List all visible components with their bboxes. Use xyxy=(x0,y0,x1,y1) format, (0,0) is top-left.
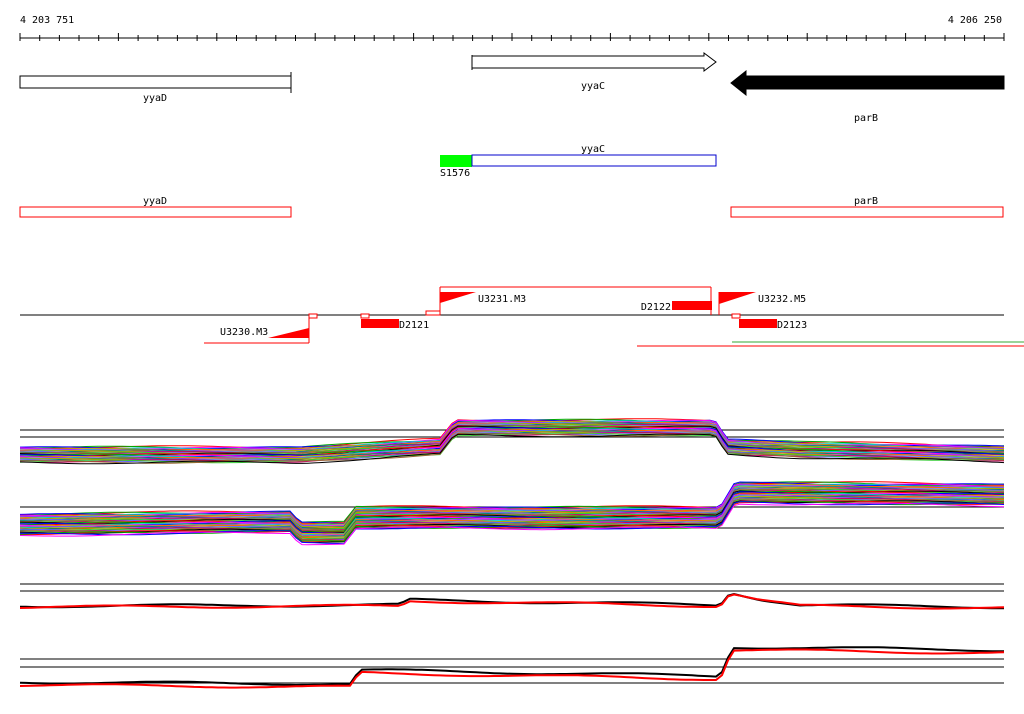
d2122-label: D2122 xyxy=(641,302,671,313)
u3231-promoter-flag[interactable] xyxy=(440,292,476,303)
expression-trace xyxy=(19,646,1004,687)
s1576-label: S1576 xyxy=(440,168,470,179)
s1576-green-block[interactable] xyxy=(440,155,472,167)
u3230-promoter-flag[interactable] xyxy=(268,328,309,338)
parB-gene-arrow[interactable] xyxy=(730,69,1005,97)
expression-trace xyxy=(19,648,1005,689)
expression-trace xyxy=(20,487,1005,531)
yyaC-gene-arrow[interactable] xyxy=(471,52,717,72)
parB-red-box[interactable] xyxy=(730,206,1004,218)
coordinate-ruler: 4 203 751 4 206 250 xyxy=(19,15,1005,41)
expression-trace xyxy=(20,494,1005,538)
expression-trace xyxy=(19,493,1005,536)
yyaD-gene-label: yyaD xyxy=(143,93,167,104)
parB-red-label: parB xyxy=(854,196,878,207)
expression-panel-avg-2 xyxy=(19,646,1005,689)
u3232-label: U3232.M5 xyxy=(758,294,806,305)
ruler-start-label: 4 203 751 xyxy=(20,15,74,26)
yyaD-red-label: yyaD xyxy=(143,196,167,207)
expression-trace xyxy=(19,490,1005,534)
u3230-small-box xyxy=(308,313,318,319)
u3232-promoter-flag[interactable] xyxy=(719,292,756,304)
d2121-label: D2121 xyxy=(399,320,429,331)
d2123-small-box xyxy=(731,313,741,319)
u3231-small-box xyxy=(425,310,441,316)
expression-trace xyxy=(20,483,1005,527)
ruler-ticks xyxy=(19,33,1005,41)
u3230-label: U3230.M3 xyxy=(220,327,268,338)
yyaC-gene-label: yyaC xyxy=(581,81,605,92)
expression-panel-multi-2 xyxy=(19,481,1005,546)
yyaD-red-box[interactable] xyxy=(19,206,292,218)
d2123-terminator-block[interactable] xyxy=(739,319,777,328)
expression-trace xyxy=(19,432,1004,463)
expression-trace xyxy=(19,433,1005,465)
expression-trace xyxy=(19,500,1005,543)
expression-trace xyxy=(19,593,1005,610)
d2121-small-box xyxy=(360,313,370,319)
expression-trace xyxy=(19,502,1005,546)
expression-trace xyxy=(19,501,1005,545)
expression-panel-avg-1 xyxy=(19,583,1005,610)
d2123-label: D2123 xyxy=(777,320,807,331)
expression-panel-multi-1 xyxy=(19,418,1005,465)
d2122-terminator-block[interactable] xyxy=(672,301,712,310)
expression-trace xyxy=(19,432,1004,464)
u3231-label: U3231.M3 xyxy=(478,294,526,305)
transcript-track: yyaC S1576 xyxy=(440,144,717,179)
expression-trace xyxy=(19,498,1004,541)
regulatory-feature-track: U3230.M3 D2121 U3231.M3 D2122 U3232.M5 D… xyxy=(20,286,1024,347)
red-gene-track: yyaD parB xyxy=(19,196,1004,218)
yyaC-mid-label: yyaC xyxy=(581,144,605,155)
yyaC-blue-box[interactable] xyxy=(471,154,717,167)
ruler-end-label: 4 206 250 xyxy=(948,15,1002,26)
yyaD-gene-box[interactable] xyxy=(19,75,292,89)
gene-track-top: yyaD yyaC parB xyxy=(19,52,1005,124)
d2121-terminator-block[interactable] xyxy=(361,319,399,328)
parB-gene-label: parB xyxy=(854,113,878,124)
